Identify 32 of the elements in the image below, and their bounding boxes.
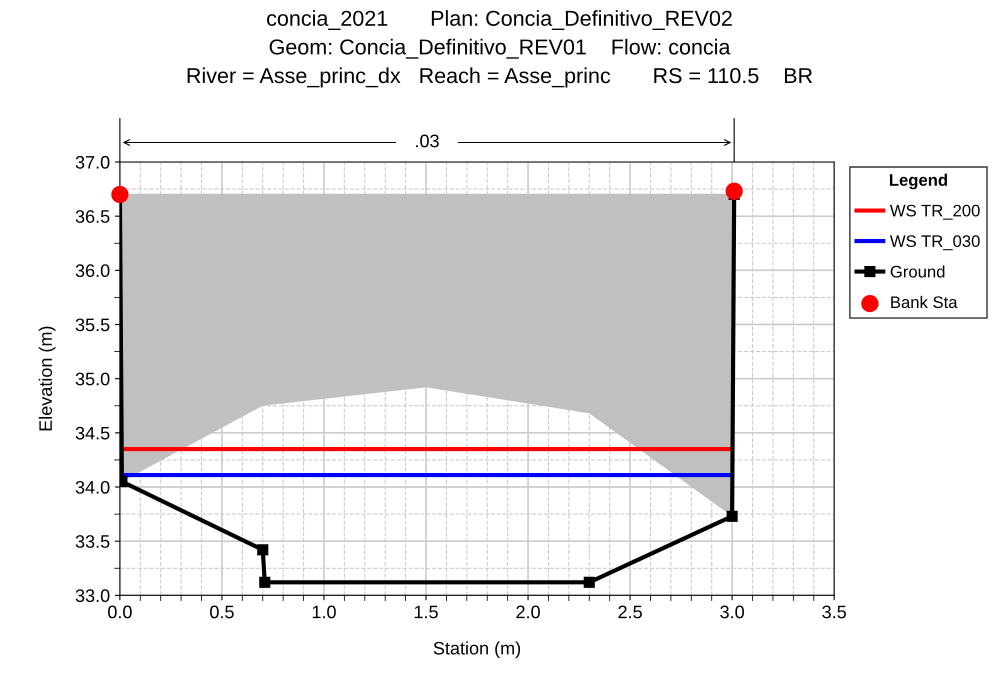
legend-title: Legend <box>890 174 947 190</box>
x-tick-label: 2.5 <box>618 606 642 618</box>
y-tick-label: 33.0 <box>76 589 110 602</box>
point <box>257 544 268 556</box>
x-tick-label: 0.0 <box>108 606 132 618</box>
point <box>584 576 595 588</box>
y-tick-label: 35.5 <box>76 318 110 332</box>
y-tick-label: 35.0 <box>76 372 110 386</box>
text: .03 <box>416 134 439 148</box>
y-tick-label: 37.0 <box>76 156 110 169</box>
y-tick-label: 34.0 <box>76 480 110 494</box>
legend-label: Bank Sta <box>891 296 958 308</box>
x-tick-label: 2.0 <box>516 606 540 618</box>
y-tick-label: 34.5 <box>76 426 110 440</box>
y-axis-title: Elevation (m) <box>38 326 56 430</box>
x-axis-title: Station (m) <box>434 641 520 658</box>
point <box>259 576 270 588</box>
x-tick-label: 0.5 <box>210 606 234 618</box>
point <box>726 182 743 200</box>
legend-label: Ground <box>890 265 944 278</box>
point <box>726 510 738 522</box>
x-tick-label: 1.5 <box>414 606 438 618</box>
x-tick-label: 3.5 <box>822 606 846 618</box>
y-tick-label: 36.5 <box>76 210 110 223</box>
point <box>111 186 128 204</box>
y-tick-label: 33.5 <box>76 535 110 548</box>
chart-title: concia_2021 Plan: Concia_Definitivo_REV02 Geom: Concia_Definitivo_REV01 Flow: concia River = Asse_princ_dx Reach = Asse_princ RS = 110.5 BR <box>188 10 812 88</box>
legend-label: WS TR_200 <box>890 204 980 220</box>
x-tick-label: 3.0 <box>720 606 744 618</box>
x-tick-label: 1.0 <box>312 606 336 618</box>
y-tick-label: 36.0 <box>76 264 110 278</box>
legend-label: WS TR_030 <box>890 235 980 250</box>
